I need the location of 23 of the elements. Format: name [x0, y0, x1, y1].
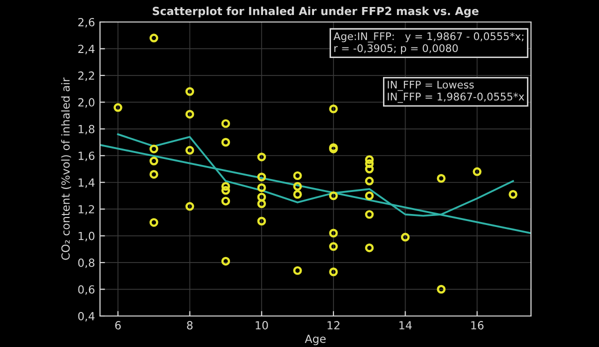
x-tick-label: 14 — [399, 321, 412, 330]
y-axis-title: CO₂ content (%vol) of inhaled air — [61, 78, 72, 260]
y-tick-label: 2,4 — [78, 44, 95, 54]
y-tick-label: 2,0 — [78, 98, 94, 108]
y-tick-label: 2,6 — [78, 18, 94, 28]
y-tick-label: 0,4 — [78, 312, 95, 322]
y-tick-label: 0,8 — [78, 258, 94, 268]
y-tick-label: 1,2 — [78, 205, 94, 215]
annotation: IN_FFP = Lowess IN_FFP = 1,9867-0,0555*x — [388, 80, 524, 103]
x-tick-label: 10 — [256, 321, 268, 330]
x-tick-label: 6 — [115, 321, 121, 330]
y-tick-label: 1,0 — [78, 232, 94, 242]
chart-title: Scatterplot for Inhaled Air under FFP2 mask vs. Age — [152, 6, 478, 18]
y-tick-label: 1,4 — [78, 178, 95, 188]
y-tick-label: 2,2 — [78, 71, 94, 81]
x-tick-label: 12 — [328, 321, 340, 330]
x-tick-label: 8 — [187, 321, 193, 330]
x-axis-title: Age — [304, 334, 326, 346]
y-tick-label: 0,6 — [78, 285, 94, 295]
y-tick-label: 1,6 — [78, 152, 94, 162]
y-tick-label: 1,8 — [78, 124, 94, 134]
annotation: Age:IN_FFP: y = 1,9867 - 0,0555*x; r = -0,3905; p = 0,0080 — [334, 32, 524, 54]
x-tick-label: 16 — [471, 321, 484, 330]
